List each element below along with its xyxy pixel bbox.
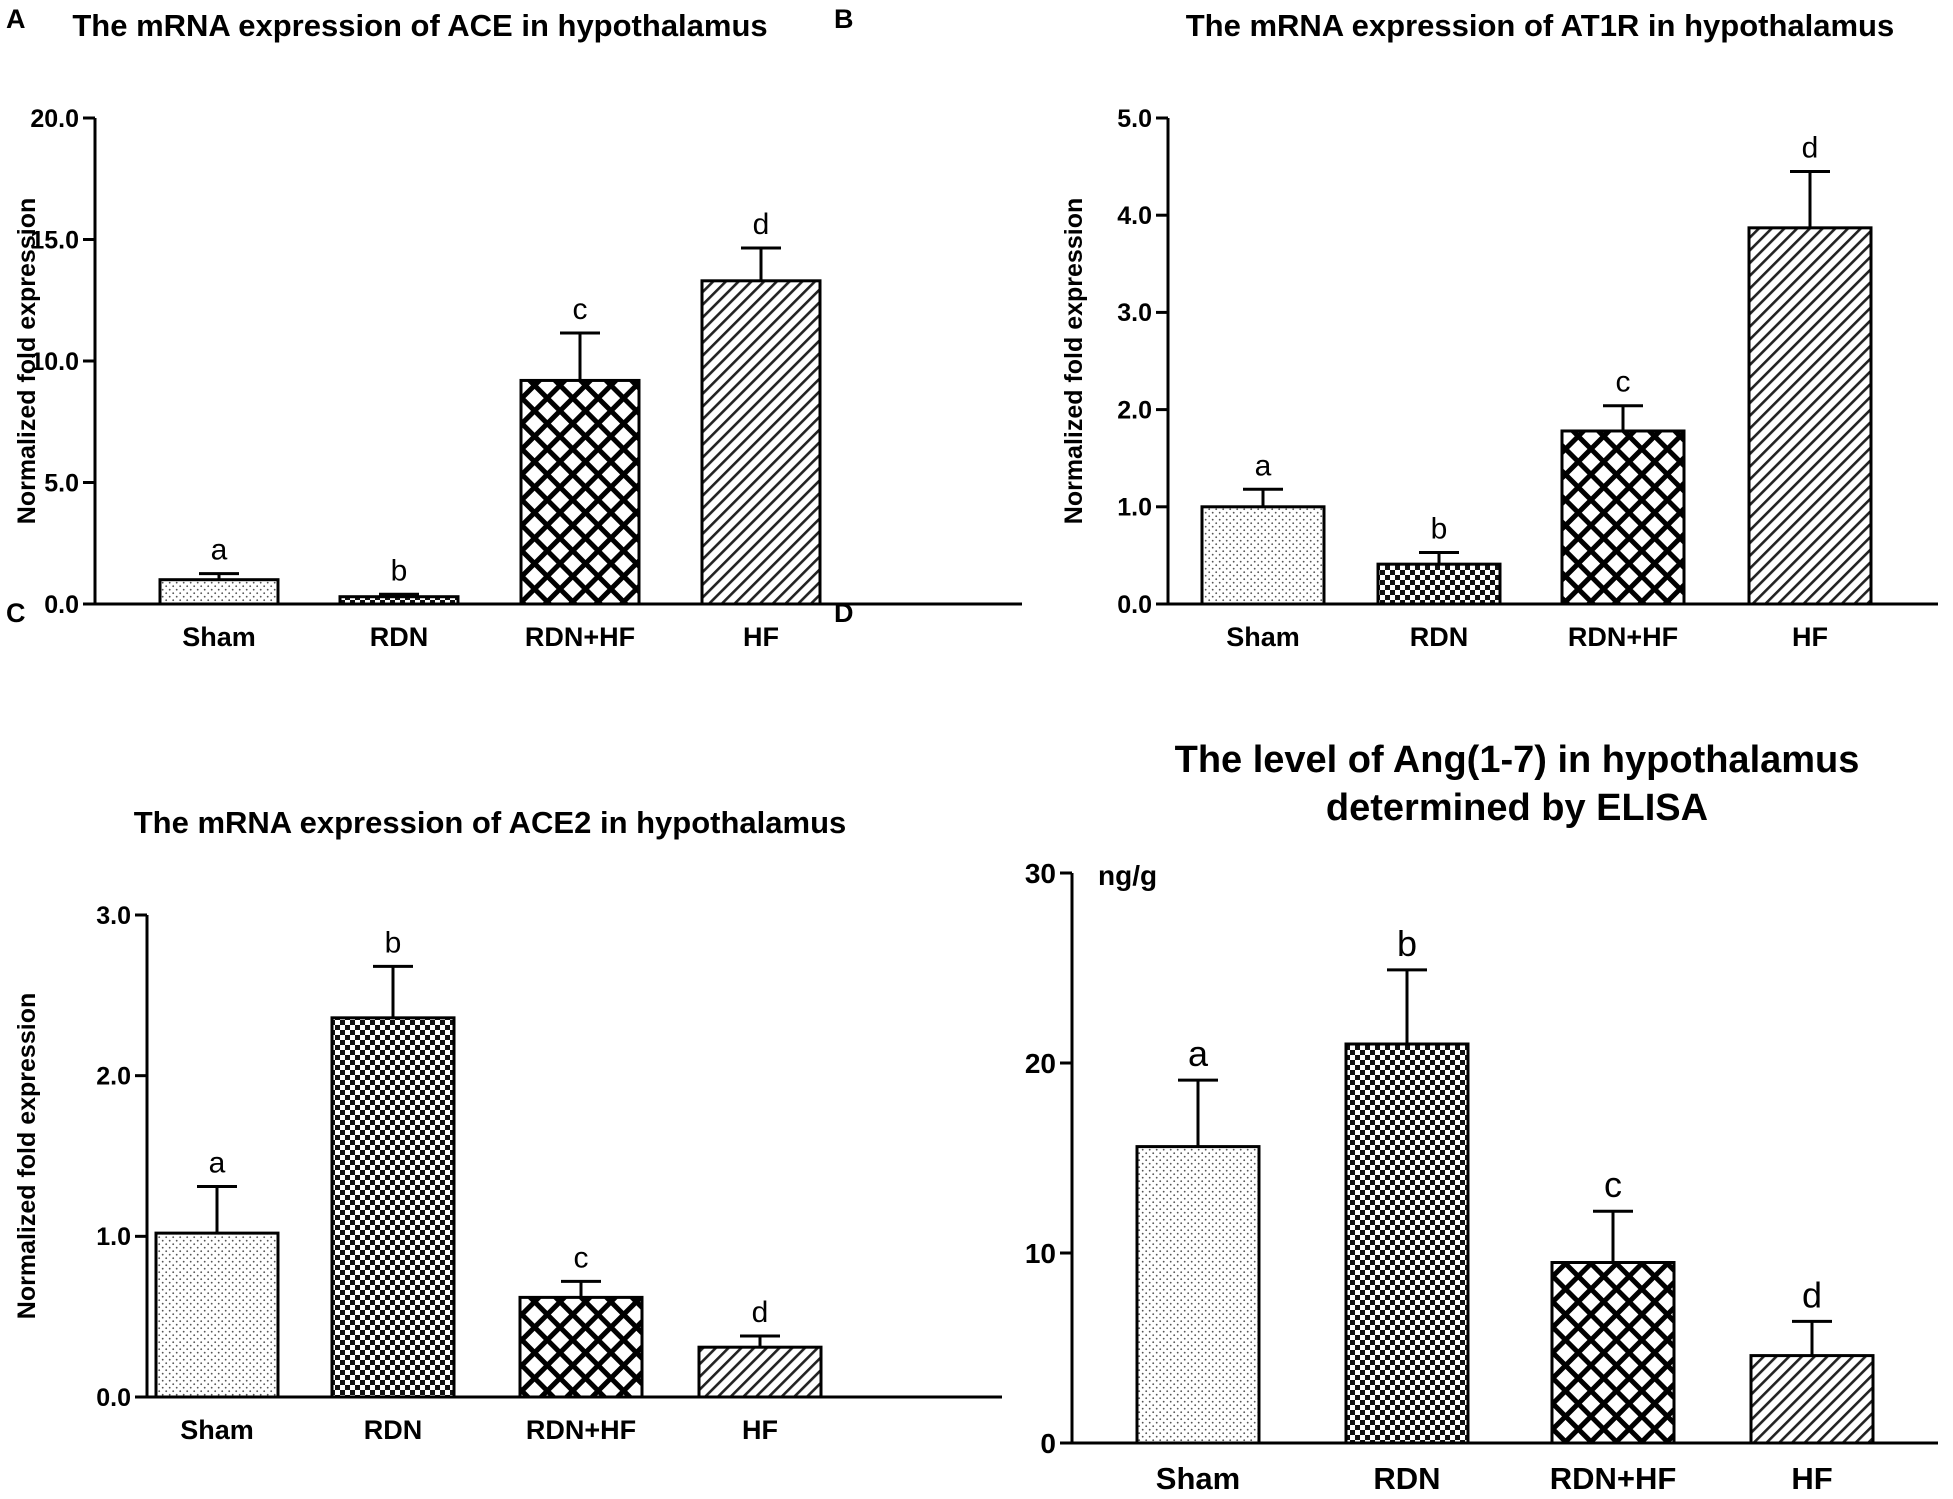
y-tick-label-a: 0.0 <box>44 591 79 619</box>
bar-d-rdn <box>1344 1042 1470 1445</box>
panel-label-c: C <box>6 598 26 628</box>
bar-b-rdn-plus-hf <box>1560 429 1686 606</box>
bar-c-sham <box>154 1231 280 1399</box>
y-tick-label-b: 5.0 <box>1117 105 1152 133</box>
chart-title-c: The mRNA expression of ACE2 in hypothala… <box>134 805 847 840</box>
y-tick-label-d: 0 <box>1040 1428 1056 1459</box>
x-tick-label-d-rdn-plus-hf: RDN+HF <box>1550 1461 1677 1496</box>
y-tick-label-c: 3.0 <box>96 902 131 930</box>
sig-label-d-hf: d <box>1802 1274 1822 1315</box>
chart-title-d: determined by ELISA <box>1326 787 1708 829</box>
panel-label-b: B <box>834 4 854 34</box>
sig-label-a-hf: d <box>753 208 770 241</box>
chart-panel-b: The mRNA expression of AT1R in hypothala… <box>1060 8 1938 652</box>
panel-label-a: A <box>6 4 26 34</box>
sig-label-a-rdn-plus-hf: c <box>573 293 588 326</box>
y-tick-label-c: 1.0 <box>96 1223 131 1251</box>
y-tick-label-c: 0.0 <box>96 1384 131 1412</box>
x-tick-label-b-sham: Sham <box>1226 622 1300 652</box>
y-tick-label-a: 15.0 <box>30 226 79 254</box>
chart-title-a: The mRNA expression of ACE in hypothalam… <box>72 8 767 43</box>
bar-c-rdn <box>330 1016 456 1399</box>
y-tick-label-b: 4.0 <box>1117 202 1152 230</box>
bar-a-rdn <box>338 595 460 606</box>
y-tick-label-a: 5.0 <box>44 469 79 497</box>
x-tick-label-d-hf: HF <box>1791 1461 1832 1496</box>
sig-label-d-sham: a <box>1188 1033 1209 1074</box>
bar-a-rdn-plus-hf <box>519 378 641 606</box>
x-tick-label-a-hf: HF <box>743 622 779 652</box>
sig-label-c-hf: d <box>752 1296 769 1329</box>
sig-label-b-rdn-plus-hf: c <box>1616 366 1631 399</box>
x-tick-label-a-rdn-plus-hf: RDN+HF <box>525 622 635 652</box>
x-tick-label-d-rdn: RDN <box>1373 1461 1440 1496</box>
bar-d-hf <box>1749 1354 1875 1445</box>
x-tick-label-a-rdn: RDN <box>370 622 429 652</box>
y-tick-label-d: 20 <box>1025 1048 1056 1079</box>
bar-c-hf <box>697 1345 823 1399</box>
sig-label-b-hf: d <box>1802 131 1819 164</box>
x-tick-label-c-rdn: RDN <box>364 1415 423 1445</box>
x-tick-label-a-sham: Sham <box>182 622 256 652</box>
y-axis-label-a: Normalized fold expression <box>13 198 41 524</box>
bar-d-sham <box>1135 1145 1261 1445</box>
y-tick-label-b: 3.0 <box>1117 299 1152 327</box>
y-tick-label-c: 2.0 <box>96 1062 131 1090</box>
sig-label-b-rdn: b <box>1431 512 1448 545</box>
y-tick-label-d: 30 <box>1025 858 1056 889</box>
sig-label-a-rdn: b <box>391 554 408 587</box>
chart-panel-a: The mRNA expression of ACE in hypothalam… <box>13 8 1022 652</box>
bar-b-sham <box>1200 505 1326 606</box>
y-tick-label-b: 0.0 <box>1117 591 1152 619</box>
y-axis-label-b: Normalized fold expression <box>1060 198 1088 524</box>
y-tick-label-d: 10 <box>1025 1238 1056 1269</box>
y-tick-label-b: 2.0 <box>1117 396 1152 424</box>
x-tick-label-b-hf: HF <box>1792 622 1828 652</box>
bar-b-hf <box>1747 226 1873 606</box>
y-tick-label-a: 20.0 <box>30 105 79 133</box>
x-tick-label-c-hf: HF <box>742 1415 778 1445</box>
sig-label-c-sham: a <box>209 1147 226 1180</box>
bar-d-rdn-plus-hf <box>1550 1261 1676 1445</box>
chart-title-d: The level of Ang(1-7) in hypothalamus <box>1175 739 1860 781</box>
sig-label-c-rdn-plus-hf: c <box>574 1241 589 1274</box>
y-tick-label-a: 10.0 <box>30 348 79 376</box>
chart-title-b: The mRNA expression of AT1R in hypothala… <box>1186 8 1895 43</box>
sig-label-d-rdn: b <box>1397 923 1417 964</box>
x-tick-label-b-rdn-plus-hf: RDN+HF <box>1568 622 1678 652</box>
sig-label-c-rdn: b <box>385 926 402 959</box>
x-tick-label-b-rdn: RDN <box>1410 622 1469 652</box>
y-axis-unit-d: ng/g <box>1098 860 1157 891</box>
x-tick-label-c-sham: Sham <box>180 1415 254 1445</box>
bar-a-hf <box>700 279 822 606</box>
bar-c-rdn-plus-hf <box>518 1295 644 1399</box>
y-axis-label-c: Normalized fold expression <box>13 993 41 1319</box>
bar-a-sham <box>158 578 280 606</box>
bar-b-rdn <box>1376 562 1502 606</box>
chart-panel-d: The level of Ang(1-7) in hypothalamus det… <box>1025 739 1938 1496</box>
y-tick-label-b: 1.0 <box>1117 494 1152 522</box>
x-tick-label-d-sham: Sham <box>1156 1461 1240 1496</box>
chart-panel-c: The mRNA expression of ACE2 in hypothala… <box>13 805 1002 1445</box>
sig-label-b-sham: a <box>1255 449 1272 482</box>
sig-label-d-rdn-plus-hf: c <box>1604 1164 1622 1205</box>
x-tick-label-c-rdn-plus-hf: RDN+HF <box>526 1415 636 1445</box>
sig-label-a-sham: a <box>211 534 228 567</box>
